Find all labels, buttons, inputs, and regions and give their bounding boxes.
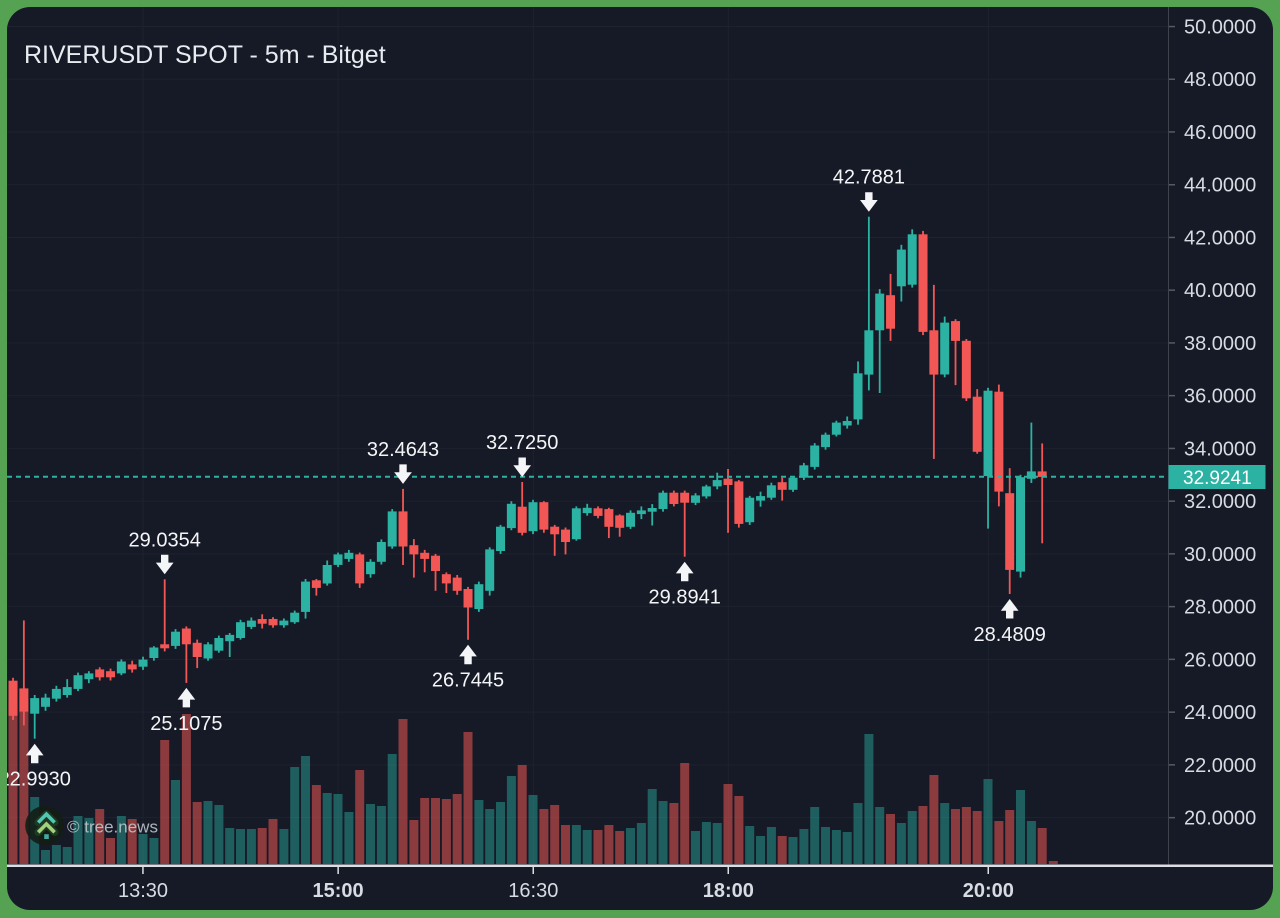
svg-text:22.0000: 22.0000 [1184,755,1256,777]
svg-text:50.0000: 50.0000 [1184,17,1256,39]
svg-text:36.0000: 36.0000 [1184,386,1256,408]
svg-text:28.4809: 28.4809 [974,624,1046,646]
svg-text:38.0000: 38.0000 [1184,333,1256,355]
svg-text:26.0000: 26.0000 [1184,649,1256,671]
svg-text:32.0000: 32.0000 [1184,491,1256,513]
svg-text:32.9241: 32.9241 [1183,468,1252,489]
svg-text:34.0000: 34.0000 [1184,438,1256,460]
svg-text:46.0000: 46.0000 [1184,122,1256,144]
svg-text:25.1075: 25.1075 [150,713,222,735]
svg-text:42.0000: 42.0000 [1184,228,1256,250]
svg-text:28.0000: 28.0000 [1184,597,1256,619]
svg-text:© tree.news: © tree.news [67,818,158,837]
svg-text:RIVERUSDT SPOT - 5m - Bitget: RIVERUSDT SPOT - 5m - Bitget [24,41,386,69]
svg-text:32.4643: 32.4643 [367,439,439,461]
svg-text:13:30: 13:30 [118,880,168,902]
svg-text:20:00: 20:00 [963,880,1014,902]
svg-text:16:30: 16:30 [508,880,558,902]
svg-text:20.0000: 20.0000 [1184,808,1256,830]
svg-text:32.7250: 32.7250 [486,432,558,454]
svg-text:15:00: 15:00 [313,880,364,902]
svg-text:18:00: 18:00 [703,880,754,902]
svg-text:24.0000: 24.0000 [1184,702,1256,724]
svg-text:48.0000: 48.0000 [1184,69,1256,91]
svg-text:29.0354: 29.0354 [129,529,201,551]
svg-text:22.9930: 22.9930 [0,769,71,791]
svg-text:44.0000: 44.0000 [1184,175,1256,197]
svg-text:42.7881: 42.7881 [833,167,905,189]
svg-text:40.0000: 40.0000 [1184,280,1256,302]
svg-text:30.0000: 30.0000 [1184,544,1256,566]
svg-text:26.7445: 26.7445 [432,670,504,692]
svg-text:29.8941: 29.8941 [649,587,721,609]
